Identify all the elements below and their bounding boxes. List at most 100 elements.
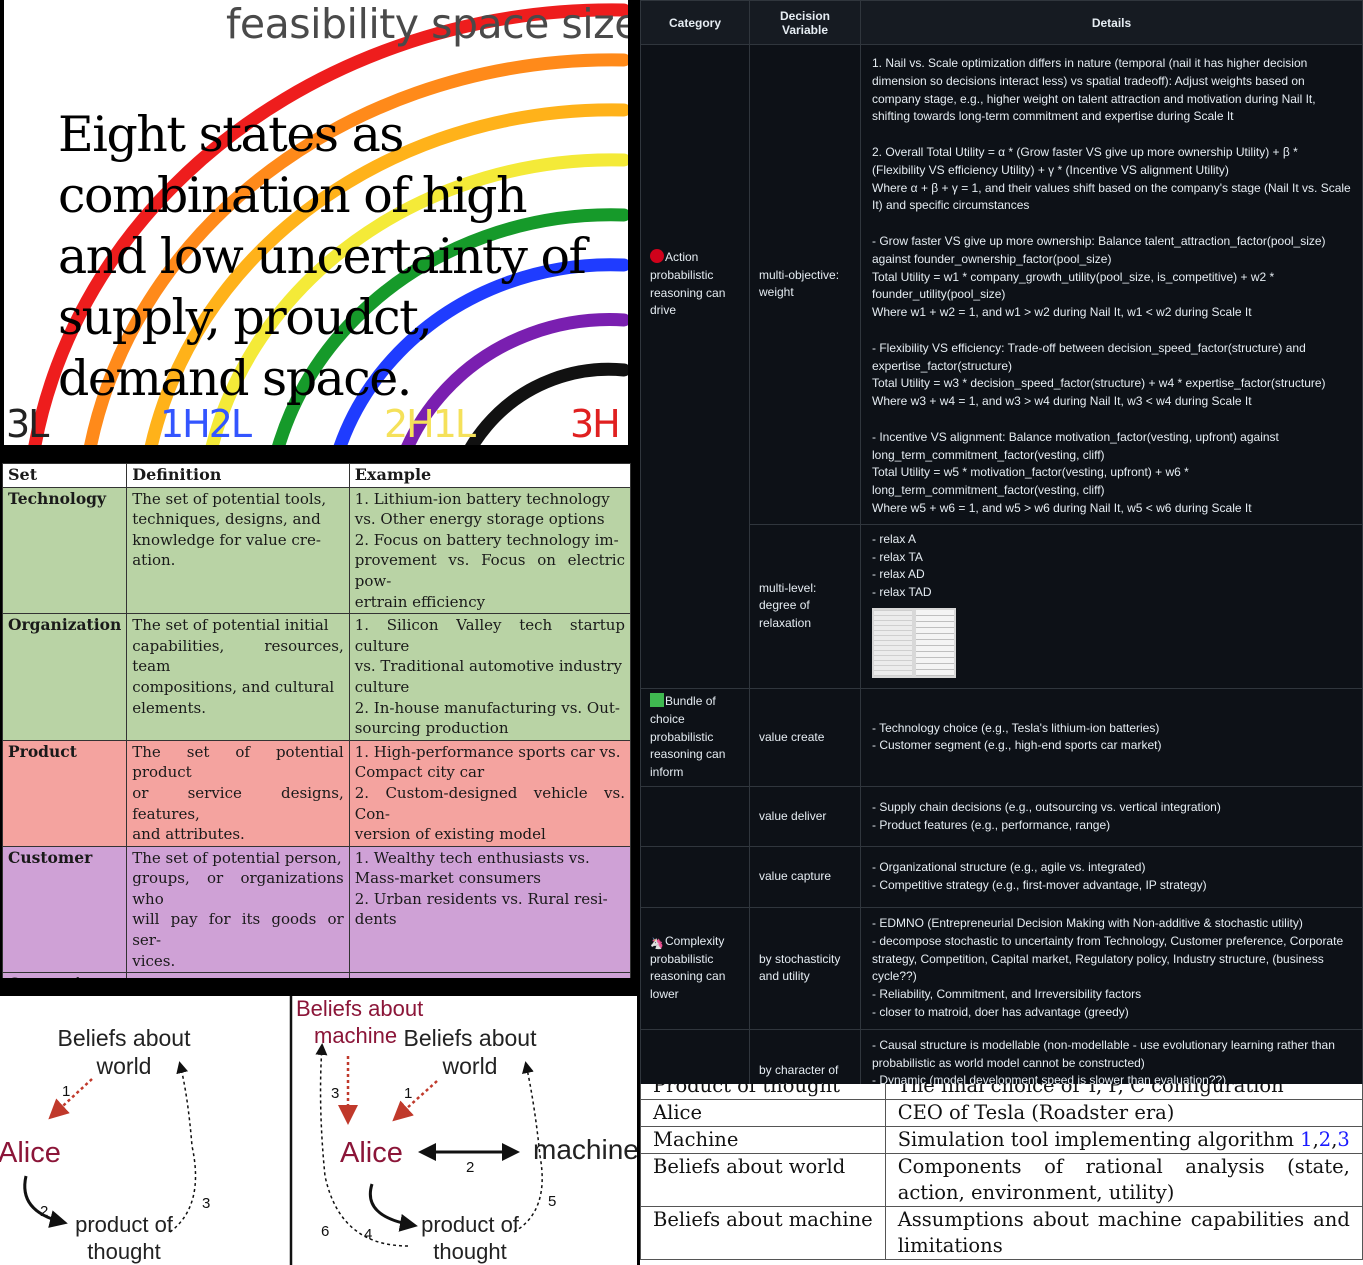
decision-table: Category Decision Variable Details Action…: [640, 0, 1363, 1084]
label-2h1l: 2H1L: [384, 402, 476, 445]
details-line: against founder_ownership_factor(pool_si…: [872, 251, 1112, 266]
right-num-5: 5: [548, 1193, 556, 1210]
left-num-1: 1: [62, 1083, 70, 1100]
category-line: choice: [650, 711, 685, 726]
details-line: - EDMNO (Entrepreneurial Decision Making…: [872, 916, 1303, 931]
example-line: 2. Urban residents vs. Rural resi-: [354, 889, 608, 908]
thought-key: Machine: [640, 1126, 886, 1154]
definition-line: and attributes.: [132, 825, 245, 844]
right-beliefs-machine-line2: machine: [314, 1023, 397, 1048]
complexity-row: 🦄Complexity probabilistic reasoning can low…: [640, 907, 1363, 1030]
definition-line: vices.: [132, 951, 176, 970]
definition-line: ation.: [132, 551, 176, 570]
details-line: - relax TA: [872, 549, 923, 564]
left-beliefs-world-line1: Beliefs about: [58, 1025, 192, 1051]
action-objective-row: Action probabilistic reasoning can drive mul…: [640, 44, 1363, 525]
details-line: Total Utility = w1 * company_growth_util…: [872, 269, 1275, 284]
notes-page: [916, 609, 954, 676]
definition-line: The set of potential tools,: [132, 489, 327, 508]
details-line: - Dynamic (model development speed is sl…: [872, 1073, 1227, 1084]
machine-desc: Simulation tool implementing algorithm: [897, 1128, 1301, 1151]
dv-line: by character of: [759, 1063, 839, 1078]
header-definition: Definition: [126, 463, 350, 488]
left-arrow-1: [48, 1078, 93, 1120]
example-line: 2. Focus on battery technology im-: [354, 530, 619, 549]
caption-line: supply, proudct,: [58, 289, 433, 346]
category-line: reasoning can: [650, 969, 726, 984]
thought-row: Beliefs about machine Assumptions about m…: [640, 1206, 1363, 1260]
right-alice: Alice: [340, 1137, 403, 1169]
action-relaxation-row: multi-level: degree of relaxation - relax A…: [640, 523, 1363, 689]
decision-variable-cell: value capture: [749, 846, 861, 909]
right-num-3: 3: [331, 1085, 339, 1102]
notes-thumbnail[interactable]: [872, 607, 956, 678]
details-line: strategy, Competition, Capital market, R…: [872, 951, 1324, 966]
dv-line: world model: [759, 1080, 851, 1084]
dv-line: and utility: [759, 969, 810, 984]
details-line: - Causal structure is modellable (non-mo…: [872, 1037, 1335, 1052]
rainbow-caption: Eight states as combination of high and …: [58, 104, 587, 409]
thought-table: Product of thought The final choice of T,…: [640, 1084, 1363, 1260]
example-line: vs. Other energy storage options: [354, 510, 605, 529]
right-product-line1: product of: [421, 1212, 520, 1237]
right-arrow-1: [392, 1080, 438, 1122]
category-line: lower: [650, 987, 679, 1002]
example-line: 2. Custom-designed vehicle vs. Con-: [354, 783, 625, 823]
set-name: Competitor: [1, 972, 128, 978]
dv-line: by stochasticity: [759, 951, 841, 966]
details-line: [872, 322, 1351, 340]
example-line: culture: [354, 677, 410, 696]
details-line: - Customer segment (e.g., high-end sport…: [872, 738, 1162, 753]
set-row: Technology The set of potential tools, tec…: [1, 486, 632, 615]
details-cell: 1. Nail vs. Scale optimization differs i…: [860, 44, 1363, 525]
left-beliefs-world-line2: world: [96, 1053, 152, 1079]
definition-line: groups, or organizations who: [132, 869, 344, 908]
thought-key: Product of thought: [640, 1084, 886, 1100]
header-example: Example: [348, 463, 632, 488]
dv-line: relaxation: [759, 616, 812, 631]
details-line: Total Utility = w3 * decision_speed_fact…: [872, 376, 1326, 391]
details-line: - Incentive VS alignment: Balance motiva…: [872, 429, 1279, 444]
definition-line: will pay for its goods or ser-: [132, 910, 344, 950]
thought-key: Beliefs about world: [640, 1153, 886, 1207]
definition-line: compositions, and cultural: [132, 677, 335, 696]
right-num-1: 1: [404, 1085, 412, 1102]
comma: ,: [1331, 1128, 1338, 1151]
category-bundle: Bundle of choice probabilistic reasoning ca…: [640, 687, 750, 787]
left-product-line1: product of: [75, 1212, 174, 1237]
details-line: - Flexibility VS efficiency: Trade-off b…: [872, 340, 1306, 355]
set-definition: The set of potential tools, techniques, d…: [126, 486, 350, 615]
algorithm-link[interactable]: 1: [1300, 1128, 1313, 1151]
category-line: reasoning can: [650, 285, 726, 300]
header-decision-variable: Decision Variable: [749, 0, 861, 45]
belief-diagrams-panel: Beliefs about world 1 Alice 2 product of…: [0, 996, 637, 1265]
details-line: shifting towards long-term commitment an…: [872, 109, 1234, 124]
right-num-4: 4: [364, 1226, 372, 1243]
category-line: probabilistic: [650, 267, 714, 282]
details-line: Where w5 + w6 = 1, and w5 > w6 during Na…: [872, 500, 1252, 515]
rainbow-title: feasibility space size: [226, 0, 628, 48]
left-alice: Alice: [0, 1137, 61, 1169]
details-line: - Technology choice (e.g., Tesla's lithi…: [872, 720, 1160, 735]
decision-variable-cell: value create: [749, 687, 861, 787]
green-square-icon: [650, 692, 664, 707]
bundle-row: value capture - Organizational structure …: [640, 846, 1363, 909]
diagram-left: Beliefs about world 1 Alice 2 product of…: [0, 1025, 210, 1264]
details-line: 2. Overall Total Utility = α * (Grow fas…: [872, 144, 1298, 159]
rainbow-arc: [84, 53, 628, 445]
example-line: 1. High-performance sports car vs.: [354, 742, 621, 761]
algorithm-link[interactable]: 3: [1337, 1128, 1350, 1151]
left-product-line2: thought: [87, 1239, 160, 1264]
thought-row: Machine Simulation tool implementing algo…: [640, 1126, 1363, 1154]
category-line: Action: [650, 249, 740, 267]
details-line: Total Utility = w5 * motivation_factor(v…: [872, 465, 1189, 480]
category-line: reasoning can: [650, 747, 726, 762]
decision-variable-cell: by character of world model: [749, 1028, 861, 1084]
left-arrow-3: [169, 1061, 197, 1233]
algorithm-link[interactable]: 2: [1318, 1128, 1332, 1151]
example-line: 2. In-house manufacturing vs. Out-: [354, 698, 620, 717]
rainbow-arc: [144, 103, 628, 445]
left-arrow-2: [23, 1175, 68, 1228]
rainbow-arc: [205, 153, 628, 445]
dv-line: value deliver: [759, 808, 827, 823]
